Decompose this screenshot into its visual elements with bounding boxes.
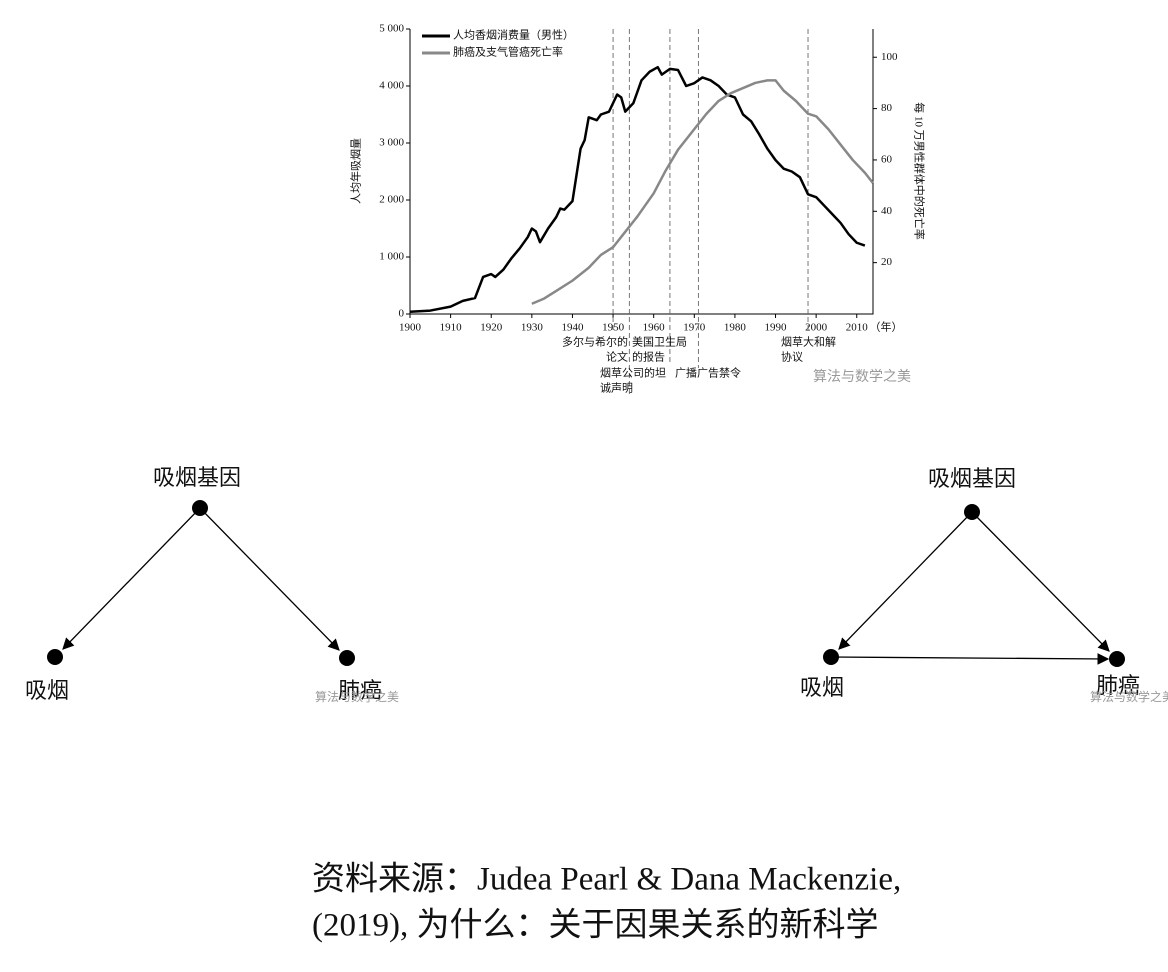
watermark: 算法与数学之美 [813, 369, 911, 385]
node-label: 吸烟基因 [928, 466, 1016, 491]
event-label: 烟草大和解 [781, 335, 836, 349]
chart: 0 1 000 2 000 3 000 4 000 5 000 20 40 60 80 100 190… [349, 23, 926, 395]
event-label: 广播广告禁令 [675, 366, 741, 380]
diagram [62, 507, 1110, 665]
legend-label: 肺癌及支气管癌死亡率 [453, 45, 563, 59]
legend-label: 人均香烟消费量（男性） [453, 28, 574, 42]
y-tick-label: 0 [399, 308, 405, 320]
edge [62, 507, 201, 650]
y2-tick-label: 40 [881, 205, 893, 217]
y-tick-label: 4 000 [379, 80, 404, 92]
x-tick-label: 1930 [521, 322, 544, 334]
y2-tick-label: 80 [881, 102, 893, 114]
axes [409, 29, 874, 315]
x-tick-label: 2000 [805, 322, 828, 334]
y-tick-label: 5 000 [379, 23, 404, 35]
x-tick-label: 1980 [724, 322, 747, 334]
x-tick-label: 1910 [440, 322, 463, 334]
node [47, 649, 63, 665]
source: 资料来源：Judea Pearl & Dana Mackenzie, [312, 861, 901, 898]
event-label: 的报告 [632, 350, 665, 364]
x-tick-label: 1900 [399, 322, 422, 334]
x-tick-label: 1940 [561, 322, 584, 334]
node [192, 500, 208, 516]
x-axis-label: （年） [870, 320, 903, 334]
node [823, 649, 839, 665]
node [339, 650, 355, 666]
series-line [409, 65, 866, 313]
event-label: 烟草公司的坦 [600, 366, 666, 380]
event-label: 论文 [606, 350, 628, 364]
y-tick-label: 3 000 [379, 137, 404, 149]
x-tick-label: 1990 [765, 322, 788, 334]
node [964, 504, 980, 520]
y-axis-label: 人均年吸烟量 [349, 138, 363, 204]
x-tick-label: 2010 [846, 322, 869, 334]
x-tick-label: 1920 [480, 322, 503, 334]
edge [199, 507, 340, 651]
node-label: 吸烟 [800, 675, 844, 700]
edge [830, 653, 1110, 665]
node-label: 肺癌 [1096, 673, 1140, 698]
watermark: 算法与数学之美 [315, 689, 399, 704]
y2-axis-label: 每 10 万男性群体中的死亡率 [912, 102, 926, 240]
event-label: 美国卫生局 [632, 335, 687, 349]
event-label: 协议 [781, 350, 803, 364]
y2-tick-label: 20 [881, 256, 893, 268]
y-tick-label: 2 000 [379, 194, 404, 206]
event-label: 多尔与希尔的 [562, 335, 628, 349]
edge [838, 511, 973, 650]
watermark: 算法与数学之美 [1090, 689, 1168, 704]
x-tick-label: 1960 [643, 322, 666, 334]
event-label: 诚声明 [600, 381, 633, 395]
source: (2019), 为什么：关于因果关系的新科学 [312, 907, 878, 944]
node-label: 吸烟基因 [153, 465, 241, 490]
node [1109, 651, 1125, 667]
y2-tick-label: 60 [881, 153, 893, 165]
y2-tick-label: 100 [881, 51, 898, 63]
edge [971, 511, 1110, 652]
node-label: 肺癌 [338, 678, 382, 703]
node-label: 吸烟 [25, 678, 69, 703]
x-tick-label: 1970 [683, 322, 706, 334]
series-line [531, 79, 874, 305]
y-tick-label: 1 000 [379, 251, 404, 263]
